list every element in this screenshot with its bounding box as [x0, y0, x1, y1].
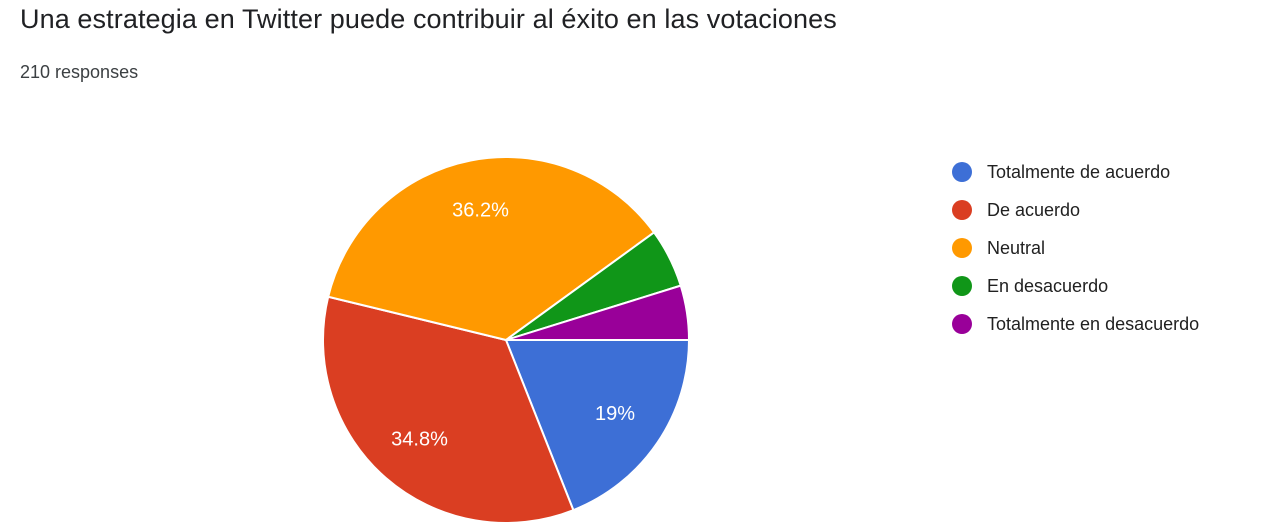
pie-slice-1 [505, 339, 690, 512]
legend-item: Totalmente de acuerdo [952, 153, 1199, 191]
legend-swatch-icon [952, 314, 972, 334]
pie-slice-2 [321, 295, 575, 524]
legend-item: Totalmente en desacuerdo [952, 305, 1199, 343]
legend-item: En desacuerdo [952, 267, 1199, 305]
pie-slice-5 [505, 284, 690, 341]
legend-label: Neutral [987, 237, 1046, 258]
legend-label: Totalmente de acuerdo [987, 161, 1171, 182]
legend-label: De acuerdo [987, 199, 1081, 220]
pie-slice-value-label: 34.8% [391, 428, 448, 450]
legend-swatch-icon [952, 238, 972, 258]
legend: Totalmente de acuerdo De acuerdo Neutral… [952, 153, 1199, 343]
pie-slice-value-label: 19% [595, 403, 635, 425]
legend-swatch-icon [952, 276, 972, 296]
pie-slice-value-label: 36.2% [452, 200, 509, 222]
responses-count: 210 responses [20, 62, 139, 82]
legend-item: Neutral [952, 229, 1199, 267]
legend-label: En desacuerdo [987, 275, 1109, 296]
legend-swatch-icon [952, 162, 972, 182]
pie-slice-3 [327, 156, 656, 341]
legend-item: De acuerdo [952, 191, 1199, 229]
page-title: Una estrategia en Twitter puede contribu… [20, 4, 837, 34]
legend-label: Totalmente en desacuerdo [987, 313, 1200, 334]
pie-chart: 19% 34.8% 36.2% [321, 156, 690, 524]
legend-swatch-icon [952, 200, 972, 220]
